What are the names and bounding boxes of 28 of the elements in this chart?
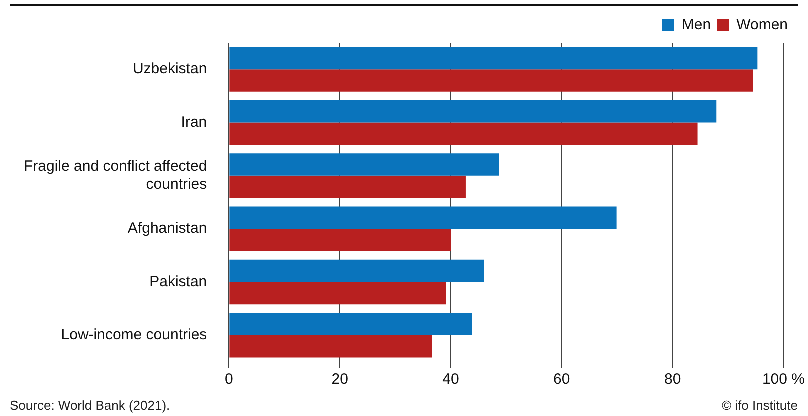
bar: [230, 176, 466, 198]
bar: [230, 335, 432, 358]
y-tick-label: Pakistan: [150, 273, 208, 290]
source-note: Source: World Bank (2021).: [10, 398, 170, 413]
bar: [230, 122, 698, 146]
bar: [230, 47, 758, 70]
legend-label: Women: [736, 16, 788, 34]
x-tick-label: 60: [554, 371, 570, 388]
y-tick-label: Uzbekistan: [132, 60, 208, 78]
bar: [230, 229, 451, 252]
text: © ifo Institute: [722, 398, 798, 413]
legend-label: Men: [682, 16, 712, 34]
y-tick-label: Fragile and conflict affected countries: [24, 158, 208, 194]
x-tick-label: 40: [442, 371, 460, 388]
bar: [230, 70, 754, 92]
x-tick-label: 0: [224, 371, 234, 388]
x-tick-label: 100 %: [762, 371, 806, 388]
bar: [230, 282, 446, 305]
x-tick-label: 20: [332, 371, 348, 388]
y-tick-label: Afghanistan: [128, 220, 208, 238]
bar: [230, 260, 484, 282]
x-tick-label: 80: [664, 371, 682, 388]
bar: [230, 154, 500, 176]
bar: [230, 100, 717, 123]
bar: [230, 313, 472, 336]
y-tick-label: Low-income countries: [61, 326, 208, 344]
y-tick-label: Iran: [181, 114, 208, 131]
bar: [230, 206, 617, 230]
